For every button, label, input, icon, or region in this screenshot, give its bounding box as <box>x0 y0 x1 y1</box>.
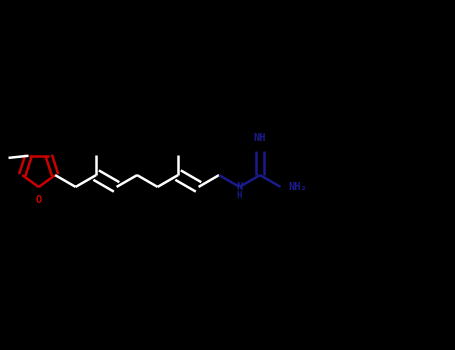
Text: NH: NH <box>254 133 266 143</box>
Text: NH₂: NH₂ <box>288 182 307 192</box>
Text: H: H <box>237 191 242 201</box>
Text: N: N <box>237 182 243 192</box>
Text: O: O <box>35 195 42 205</box>
